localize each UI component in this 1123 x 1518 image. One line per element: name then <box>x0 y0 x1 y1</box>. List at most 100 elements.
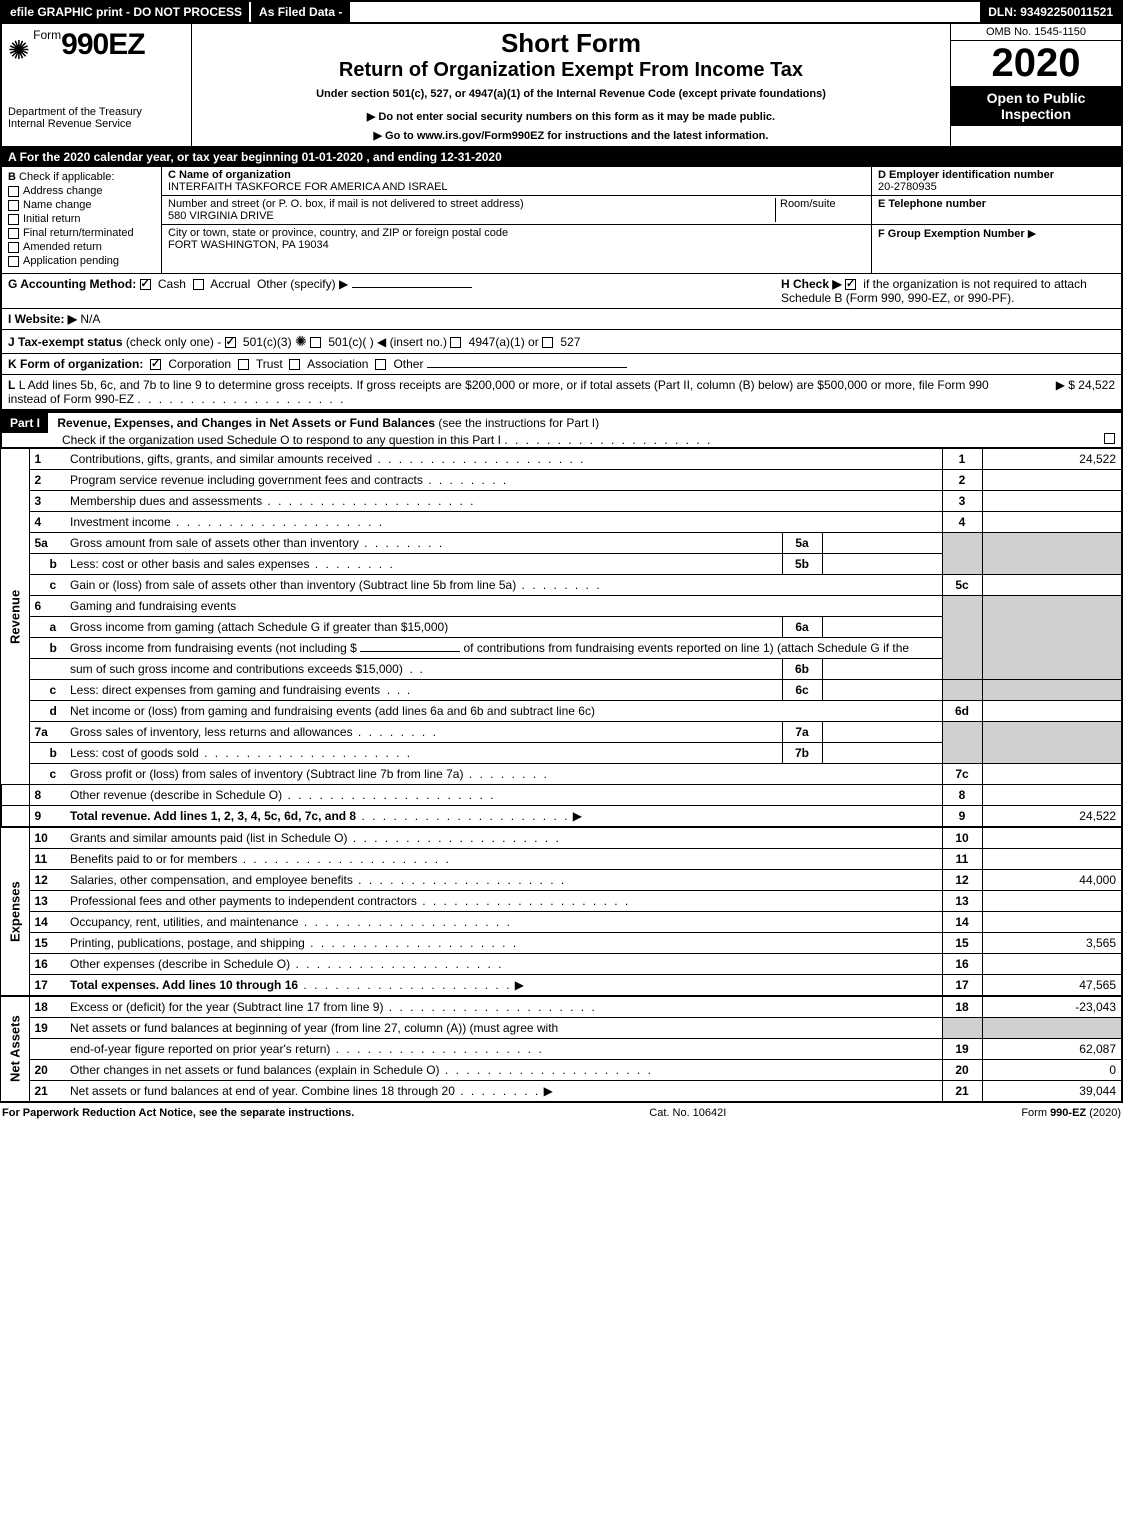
line-3-box: 3 <box>942 491 982 512</box>
line-13-num: 13 <box>29 891 65 912</box>
line-1-box: 1 <box>942 449 982 470</box>
line-6c-ibox: 6c <box>782 680 822 701</box>
checkbox-assoc[interactable] <box>289 359 300 370</box>
table-row: 5a Gross amount from sale of assets othe… <box>1 533 1122 554</box>
side-label-netassets: Net Assets <box>1 996 29 1102</box>
table-row: Net Assets 18 Excess or (deficit) for th… <box>1 996 1122 1018</box>
line-6b-desc1: Gross income from fundraising events (no… <box>70 641 357 655</box>
city-value: FORT WASHINGTON, PA 19034 <box>168 239 865 251</box>
checkbox-corp[interactable] <box>150 359 161 370</box>
line-19-desc1: Net assets or fund balances at beginning… <box>65 1018 942 1039</box>
line-6c-num: c <box>29 680 65 701</box>
checkbox-trust[interactable] <box>238 359 249 370</box>
table-row: Expenses 10 Grants and similar amounts p… <box>1 827 1122 849</box>
website-value: N/A <box>80 312 100 326</box>
checkbox-4947[interactable] <box>450 337 461 348</box>
street-value: 580 VIRGINIA DRIVE <box>168 210 775 222</box>
line-5a-desc: Gross amount from sale of assets other t… <box>70 536 359 550</box>
section-j: J Tax-exempt status (check only one) - 5… <box>0 330 1123 354</box>
line-1-desc: Contributions, gifts, grants, and simila… <box>70 452 372 466</box>
section-a-row: A For the 2020 calendar year, or tax yea… <box>0 148 1123 167</box>
section-l: L L Add lines 5b, 6c, and 7b to line 9 t… <box>0 375 1123 411</box>
checkbox-final-return[interactable] <box>8 228 19 239</box>
line-6d-num: d <box>29 701 65 722</box>
line-3-num: 3 <box>29 491 65 512</box>
line-19-num: 19 <box>29 1018 65 1039</box>
line-7c-amt <box>982 764 1122 785</box>
footer-right: Form 990-EZ (2020) <box>1021 1107 1121 1119</box>
line-13-desc: Professional fees and other payments to … <box>70 894 417 908</box>
checkbox-accrual[interactable] <box>193 279 204 290</box>
label-trust: Trust <box>256 357 283 371</box>
table-row: 14 Occupancy, rent, utilities, and maint… <box>1 912 1122 933</box>
line-19-desc2: end-of-year figure reported on prior yea… <box>70 1042 330 1056</box>
line-13-amt <box>982 891 1122 912</box>
form-number: 990EZ <box>61 28 144 61</box>
c-label: C Name of organization <box>168 169 865 181</box>
label-501c: 501(c)( ) <box>328 335 373 349</box>
line-6b-desc2: of contributions from fundraising events… <box>464 641 910 655</box>
f-arrow: ▶ <box>1028 228 1036 240</box>
checkbox-other-org[interactable] <box>375 359 386 370</box>
table-row: 6 Gaming and fundraising events <box>1 596 1122 617</box>
header-grid: ✺ Form990EZ Department of the Treasury I… <box>0 22 1123 148</box>
table-row: d Net income or (loss) from gaming and f… <box>1 701 1122 722</box>
line-8-num: 8 <box>29 785 65 806</box>
f-label: F Group Exemption Number <box>878 228 1025 240</box>
checkbox-address-change[interactable] <box>8 186 19 197</box>
line-10-box: 10 <box>942 827 982 849</box>
line-5c-amt <box>982 575 1122 596</box>
line-11-amt <box>982 849 1122 870</box>
section-b-label: Check if applicable: <box>19 171 114 183</box>
line-19-amt: 62,087 <box>982 1039 1122 1060</box>
checkbox-application-pending[interactable] <box>8 256 19 267</box>
line-1-num: 1 <box>29 449 65 470</box>
line-6d-box: 6d <box>942 701 982 722</box>
line-18-num: 18 <box>29 996 65 1018</box>
line-14-box: 14 <box>942 912 982 933</box>
line-13-box: 13 <box>942 891 982 912</box>
form-number-cell: ✺ Form990EZ Department of the Treasury I… <box>2 24 192 146</box>
checkbox-part1-scho[interactable] <box>1104 433 1115 444</box>
line-7b-iamt <box>822 743 942 764</box>
title-cell: Short Form Return of Organization Exempt… <box>192 24 951 146</box>
label-accrual: Accrual <box>210 277 250 291</box>
section-bcdef: B Check if applicable: Address change Na… <box>0 167 1123 274</box>
line-9-desc: Total revenue. Add lines 1, 2, 3, 4, 5c,… <box>70 809 356 823</box>
checkbox-amended-return[interactable] <box>8 242 19 253</box>
line-12-desc: Salaries, other compensation, and employ… <box>70 873 353 887</box>
line-4-box: 4 <box>942 512 982 533</box>
line-5a-iamt <box>822 533 942 554</box>
line-7b-num: b <box>29 743 65 764</box>
line-6-num: 6 <box>29 596 65 617</box>
table-row: 7a Gross sales of inventory, less return… <box>1 722 1122 743</box>
section-de: D Employer identification number 20-2780… <box>871 167 1121 273</box>
street-label: Number and street (or P. O. box, if mail… <box>168 198 775 210</box>
checkbox-initial-return[interactable] <box>8 214 19 225</box>
checkbox-501c[interactable] <box>310 337 321 348</box>
line-2-desc: Program service revenue including govern… <box>70 473 423 487</box>
table-row: c Less: direct expenses from gaming and … <box>1 680 1122 701</box>
checkbox-name-change[interactable] <box>8 200 19 211</box>
checkbox-501c3[interactable] <box>225 337 236 348</box>
label-other-method: Other (specify) ▶ <box>257 277 348 291</box>
checkbox-h[interactable] <box>845 279 856 290</box>
label-application-pending: Application pending <box>23 255 119 267</box>
line-5b-desc: Less: cost or other basis and sales expe… <box>70 557 309 571</box>
checkbox-527[interactable] <box>542 337 553 348</box>
table-row: c Gross profit or (loss) from sales of i… <box>1 764 1122 785</box>
line-8-amt <box>982 785 1122 806</box>
city-label: City or town, state or province, country… <box>168 227 865 239</box>
section-i: I Website: ▶ N/A <box>0 309 1123 330</box>
line-14-amt <box>982 912 1122 933</box>
label-501c3: 501(c)(3) <box>243 335 292 349</box>
checkbox-cash[interactable] <box>140 279 151 290</box>
ein-value: 20-2780935 <box>878 181 1115 193</box>
line-17-amt: 47,565 <box>982 975 1122 997</box>
line-5b-num: b <box>29 554 65 575</box>
line-16-num: 16 <box>29 954 65 975</box>
line-21-num: 21 <box>29 1081 65 1103</box>
line-4-amt <box>982 512 1122 533</box>
line-21-amt: 39,044 <box>982 1081 1122 1103</box>
h-label: H Check ▶ <box>781 277 842 291</box>
